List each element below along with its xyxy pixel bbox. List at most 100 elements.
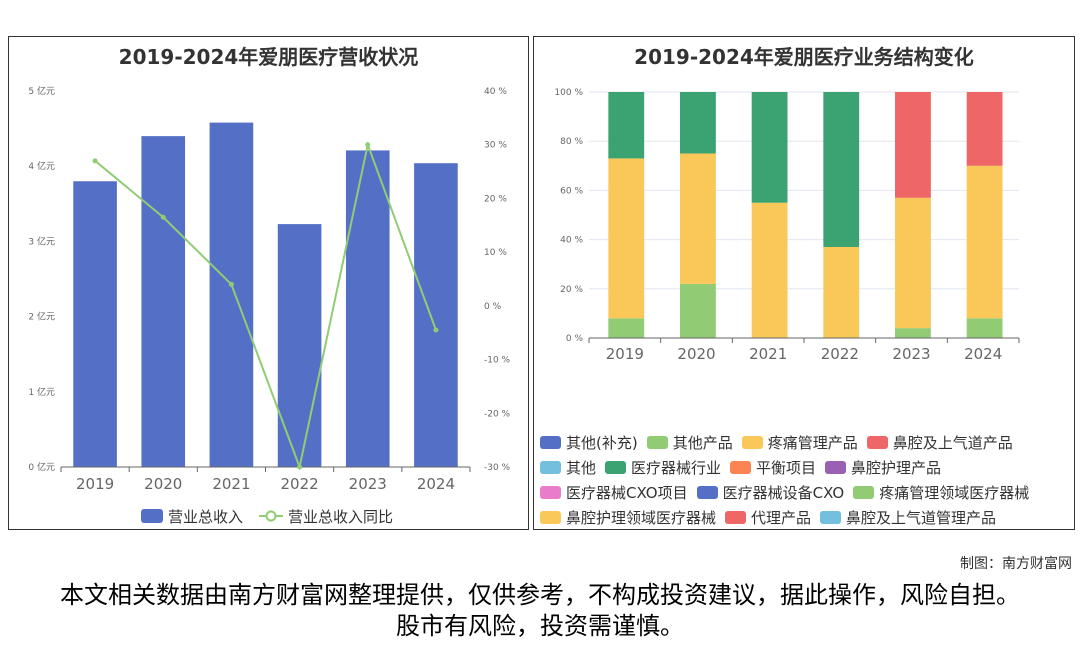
legend-swatch [540, 511, 561, 524]
right-axis-tick-label: 40 % [484, 87, 507, 97]
revenue-bar [209, 122, 254, 468]
yoy-point [228, 281, 234, 287]
right-axis-tick-label: 30 % [484, 141, 507, 151]
legend-row: 其他 医疗器械行业 平衡项目 鼻腔护理产品 [534, 455, 1074, 480]
legend-item[interactable]: 其他(补充) [540, 432, 638, 453]
legend-item[interactable]: 医疗器械CXO项目 [540, 482, 688, 503]
right-axis-tick-label: -20 % [484, 409, 511, 419]
revenue-chart-panel: 2019-2024年爱朋医疗营收状况 0 亿元 1 亿元 2 亿元 3 亿元 4 亿元 5… [8, 36, 529, 530]
legend-item[interactable]: 医疗器械行业 [605, 457, 721, 478]
legend-swatch [605, 461, 627, 474]
stack-segment [966, 318, 1003, 338]
legend-swatch-yoy-marker [265, 510, 277, 522]
legend-item[interactable]: 疼痛管理产品 [741, 432, 858, 453]
legend-label: 其他产品 [672, 434, 733, 452]
legend-item[interactable]: 鼻腔护理领域医疗器械 [540, 507, 716, 528]
left-axis-tick-label: 3 亿元 [28, 235, 55, 247]
legend-label-yoy: 营业总收入同比 [288, 508, 393, 526]
disclaimer-text: 本文相关数据由南方财富网整理提供，仅供参考，不构成投资建议，据此操作，风险自担。… [60, 581, 1020, 640]
legend-item[interactable]: 鼻腔及上气道产品 [866, 432, 1013, 453]
legend-row: 医疗器械CXO项目 医疗器械设备CXO 疼痛管理领域医疗器械 [534, 480, 1074, 505]
stack-segment [966, 92, 1003, 166]
legend-row: 鼻腔护理领域医疗器械 代理产品 鼻腔及上气道管理产品 [534, 505, 1074, 530]
x-axis-tick-label: 2020 [677, 345, 715, 363]
legend-item[interactable]: 代理产品 [725, 507, 811, 528]
legend-label: 代理产品 [751, 509, 812, 527]
yoy-point [365, 142, 371, 148]
yoy-line [94, 141, 437, 471]
chart-credit: 制图：南方财富网 [960, 556, 1072, 572]
legend-swatch [825, 461, 847, 474]
left-axis-tick-label: 5 亿元 [28, 85, 55, 97]
revenue-chart-title: 2019-2024年爱朋医疗营收状况 [118, 45, 419, 69]
legend-swatch [730, 461, 752, 474]
legend-item[interactable]: 平衡项目 [730, 457, 816, 478]
right-axis-tick-label: 20 % [484, 194, 507, 204]
legend-item[interactable]: 医疗器械设备CXO [696, 482, 844, 503]
legend-swatch [540, 461, 561, 474]
left-axis-tick-label: 2 亿元 [28, 311, 55, 323]
x-axis-tick-label: 2023 [349, 475, 387, 493]
left-axis-tick-label: 1 亿元 [28, 386, 55, 398]
structure-chart-panel: 2019-2024年爱朋医疗业务结构变化 0 % 20 % 40 % 60 % 80 %… [533, 36, 1075, 530]
yoy-point [297, 464, 303, 470]
stack-segment [608, 158, 645, 319]
legend-label: 疼痛管理产品 [767, 434, 858, 452]
structure-chart-svg: 0 % 20 % 40 % 60 % 80 % 100 % 2019 2020 2021 2022… [554, 88, 1020, 363]
legend-label: 鼻腔及上气道产品 [892, 434, 1013, 452]
legend-label: 医疗器械CXO项目 [566, 484, 688, 502]
x-axis-tick-label: 2022 [821, 345, 859, 363]
left-axis-tick-label: 0 亿元 [28, 461, 55, 473]
x-axis-tick-label: 2020 [144, 475, 182, 493]
y-axis-tick-label: 0 % [566, 334, 584, 344]
stack-segment [895, 197, 931, 329]
legend-swatch [725, 511, 747, 524]
right-axis-tick-label: 10 % [484, 248, 507, 258]
stack-segment [895, 328, 931, 338]
legend-swatch [853, 486, 875, 499]
legend-label: 鼻腔护理产品 [851, 459, 942, 477]
x-axis-tick-label: 2022 [280, 475, 318, 493]
right-axis-tick-label: -10 % [484, 356, 511, 366]
left-axis-tick-label: 4 亿元 [28, 160, 55, 172]
stack-segment [680, 283, 716, 338]
revenue-bar [73, 181, 117, 468]
legend-label-revenue: 营业总收入 [168, 508, 243, 526]
revenue-bar [141, 136, 186, 467]
legend-swatch [866, 436, 888, 449]
legend-row: 其他(补充) 其他产品 疼痛管理产品 鼻腔及上气道产品 [534, 430, 1074, 455]
x-axis-tick-label: 2023 [892, 345, 930, 363]
x-axis-tick-label: 2024 [417, 475, 455, 493]
legend-swatch [540, 436, 561, 449]
legend-label: 其他(补充) [566, 434, 638, 452]
y-axis-tick-label: 80 % [560, 137, 583, 147]
stack-segment [823, 92, 860, 247]
stack-segment [751, 202, 788, 338]
legend-label: 鼻腔及上气道管理产品 [846, 509, 997, 527]
legend-item[interactable]: 其他产品 [646, 432, 733, 453]
stack-segment [608, 318, 645, 338]
legend-label: 疼痛管理领域医疗器械 [879, 484, 1030, 502]
structure-chart-legend: 其他(补充) 其他产品 疼痛管理产品 鼻腔及上气道产品 其他 医疗器械行业 平衡项目 鼻腔护理… [534, 430, 1074, 530]
right-axis-tick-label: 0 % [484, 302, 502, 312]
structure-chart-title: 2019-2024年爱朋医疗业务结构变化 [634, 45, 974, 69]
stack-segment [608, 92, 645, 159]
yoy-point [160, 214, 166, 220]
stack-segment [895, 92, 931, 198]
revenue-bar [277, 224, 322, 467]
right-axis-tick-label: -30 % [484, 463, 511, 473]
legend-swatch [646, 436, 668, 449]
legend-item[interactable]: 鼻腔护理产品 [825, 457, 941, 478]
legend-item[interactable]: 鼻腔及上气道管理产品 [820, 507, 996, 528]
stack-segment [823, 246, 860, 338]
stack-segment [966, 165, 1003, 319]
legend-item[interactable]: 疼痛管理领域医疗器械 [853, 482, 1029, 503]
y-axis-tick-label: 20 % [560, 285, 583, 295]
legend-item[interactable]: 其他 [540, 457, 596, 478]
legend-swatch [696, 486, 718, 499]
revenue-bar [414, 163, 458, 467]
x-axis-tick-label: 2019 [606, 345, 644, 363]
legend-label: 其他 [566, 459, 597, 477]
y-axis-tick-label: 100 % [554, 88, 583, 98]
x-axis-tick-label: 2021 [212, 475, 250, 493]
